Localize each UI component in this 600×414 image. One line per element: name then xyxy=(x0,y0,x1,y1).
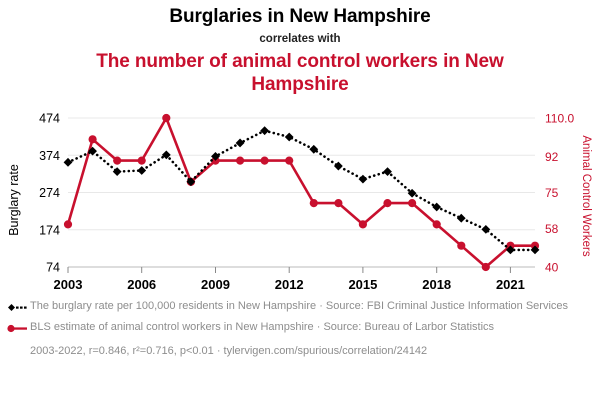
left-tick-label-2: 274 xyxy=(39,186,60,200)
data-point xyxy=(432,202,442,212)
data-point xyxy=(432,220,441,229)
data-point xyxy=(112,167,122,177)
data-point xyxy=(309,144,319,154)
chart-legend-footer: The burglary rate per 100,000 residents … xyxy=(0,299,600,359)
data-point xyxy=(162,113,171,123)
data-point xyxy=(260,126,270,136)
black-dotted-diamond-marker-icon xyxy=(8,304,27,311)
right-tick-label-1: 58 xyxy=(545,222,559,236)
data-point xyxy=(236,156,245,165)
data-point xyxy=(309,199,318,208)
series-burglary-rate xyxy=(63,126,540,255)
correlation-footnote: 2003-2022, r=0.846, r²=0.716, p<0.01 · t… xyxy=(30,345,428,357)
legend-label-animal-control: BLS estimate of animal control workers i… xyxy=(30,320,495,333)
left-tick-label-4: 474 xyxy=(39,112,60,126)
right-axis-ticks: 40 58 75 92 110.0 xyxy=(545,112,574,275)
x-tick-label-2003: 2003 xyxy=(54,277,83,292)
data-point xyxy=(88,135,97,144)
data-point xyxy=(481,262,490,272)
data-point xyxy=(260,156,269,165)
left-tick-label-1: 174 xyxy=(39,223,60,237)
left-axis-title: Burglary rate xyxy=(7,164,21,236)
left-tick-label-0: 74 xyxy=(46,261,60,275)
red-solid-circle-marker-icon xyxy=(7,324,27,332)
data-point xyxy=(506,245,515,255)
left-tick-label-3: 374 xyxy=(39,149,60,163)
data-point xyxy=(530,245,540,255)
right-tick-label-4: 110.0 xyxy=(545,112,574,126)
data-point xyxy=(456,213,466,223)
data-point xyxy=(113,156,122,165)
data-point xyxy=(137,156,146,165)
data-point xyxy=(358,174,368,184)
data-point xyxy=(137,166,147,175)
data-point xyxy=(186,177,196,187)
right-tick-label-0: 40 xyxy=(545,261,559,275)
page-subtitle: The number of animal control workers in … xyxy=(96,51,504,95)
data-point xyxy=(334,199,343,208)
right-axis-title: Animal Control Workers xyxy=(580,135,592,256)
data-point xyxy=(211,151,220,161)
title-connector: correlates with xyxy=(259,33,341,45)
x-tick-label-2012: 2012 xyxy=(275,277,304,292)
right-tick-label-3: 92 xyxy=(545,150,559,164)
series-layer xyxy=(63,113,540,272)
series-line xyxy=(66,129,537,252)
series-animal-control-workers xyxy=(63,113,540,272)
x-tick-label-2021: 2021 xyxy=(496,277,525,292)
correlation-line-chart: 2003 2006 2009 2012 2015 2018 2021 74 174 274 374… xyxy=(7,112,592,293)
data-point xyxy=(333,161,343,171)
x-tick-label-2018: 2018 xyxy=(422,277,451,292)
data-point xyxy=(383,199,392,208)
legend-item-animal-control: BLS estimate of animal control workers i… xyxy=(0,320,600,335)
x-tick-label-2006: 2006 xyxy=(127,277,156,292)
x-axis-ticks: 2003 2006 2009 2012 2015 2018 2021 xyxy=(54,267,525,292)
data-point xyxy=(408,199,417,208)
data-point xyxy=(481,224,491,234)
data-point xyxy=(63,157,73,167)
series-line xyxy=(66,116,537,269)
title-block: Burglaries in New Hampshire correlates w… xyxy=(0,0,600,96)
data-point xyxy=(358,220,367,229)
data-point xyxy=(161,150,171,160)
legend-label-burglary: The burglary rate per 100,000 residents … xyxy=(30,300,569,312)
right-tick-label-2: 75 xyxy=(545,186,559,200)
x-tick-label-2009: 2009 xyxy=(201,277,230,292)
page-title: Burglaries in New Hampshire xyxy=(169,6,431,27)
x-tick-label-2015: 2015 xyxy=(348,277,377,292)
data-point xyxy=(285,156,294,165)
data-point xyxy=(63,220,73,229)
legend-item-burglary: The burglary rate per 100,000 residents … xyxy=(0,299,600,314)
data-point xyxy=(235,138,245,148)
data-point xyxy=(407,188,417,198)
left-axis-ticks: 74 174 274 374 474 xyxy=(39,112,60,275)
data-point xyxy=(284,132,294,142)
data-point xyxy=(88,146,97,156)
data-point xyxy=(383,167,392,177)
data-point xyxy=(457,241,466,250)
